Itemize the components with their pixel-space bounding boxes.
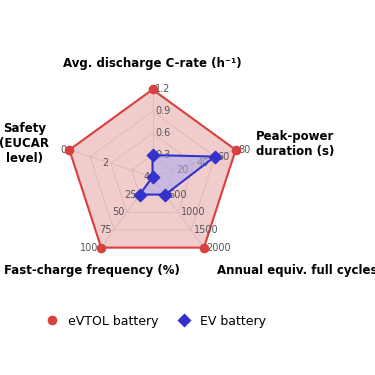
Text: 1000: 1000: [181, 207, 206, 217]
Text: Annual equiv. full cycles: Annual equiv. full cycles: [217, 264, 375, 277]
Text: 0.3: 0.3: [155, 150, 170, 160]
Text: 60: 60: [217, 152, 230, 162]
Text: 0.9: 0.9: [155, 106, 170, 116]
Point: [150, 174, 156, 180]
Point: [232, 147, 238, 153]
Text: Avg. discharge C-rate (h⁻¹): Avg. discharge C-rate (h⁻¹): [63, 57, 242, 70]
Point: [201, 244, 207, 250]
Text: 75: 75: [99, 225, 111, 235]
Text: 20: 20: [176, 165, 188, 175]
Point: [162, 192, 168, 198]
Text: 0: 0: [61, 145, 67, 155]
Point: [150, 87, 156, 93]
Text: 80: 80: [238, 145, 250, 155]
Text: 500: 500: [168, 190, 186, 200]
Polygon shape: [140, 155, 215, 195]
Text: Peak-power
duration (s): Peak-power duration (s): [256, 130, 334, 158]
Text: 40: 40: [197, 158, 209, 168]
Text: 50: 50: [112, 207, 124, 217]
Text: Safety
(EUCAR
level): Safety (EUCAR level): [0, 122, 50, 165]
Text: 100: 100: [80, 243, 99, 253]
Text: 4: 4: [144, 172, 150, 182]
Text: Fast-charge frequency (%): Fast-charge frequency (%): [4, 264, 180, 277]
Legend: eVTOL battery, EV battery: eVTOL battery, EV battery: [34, 309, 271, 333]
Point: [137, 192, 143, 198]
Text: 1500: 1500: [194, 225, 218, 235]
Point: [66, 147, 72, 153]
Polygon shape: [69, 90, 236, 248]
Point: [98, 244, 104, 250]
Point: [212, 154, 218, 160]
Text: 2: 2: [102, 158, 108, 168]
Text: 0.6: 0.6: [155, 128, 170, 138]
Point: [150, 152, 156, 158]
Text: 25: 25: [124, 190, 137, 200]
Text: 2000: 2000: [207, 243, 231, 253]
Text: 1.2: 1.2: [155, 84, 171, 94]
